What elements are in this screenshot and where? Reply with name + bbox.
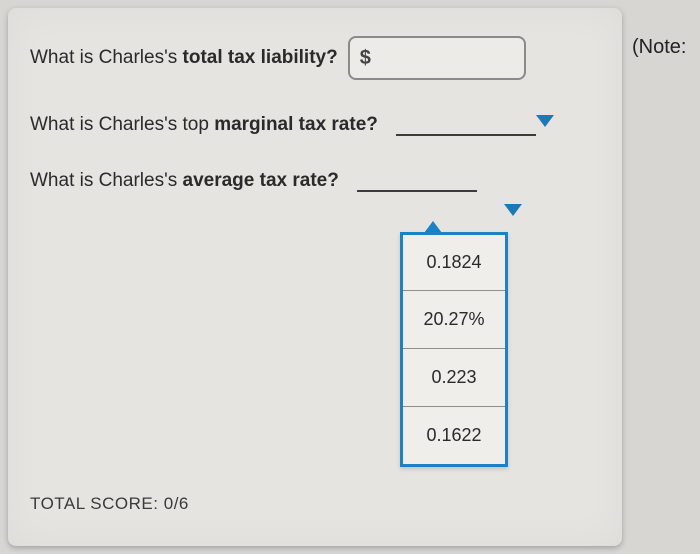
question-panel: What is Charles's total tax liability? $… (8, 8, 622, 546)
tax-liability-input[interactable] (377, 48, 514, 69)
currency-symbol: $ (360, 47, 371, 70)
q1-prefix: What is Charles's (30, 47, 183, 68)
question-2-row: What is Charles's top marginal tax rate? (30, 114, 600, 136)
question-1-text: What is Charles's total tax liability? (30, 47, 338, 69)
marginal-rate-dropdown[interactable] (396, 114, 536, 136)
tax-liability-input-wrap[interactable]: $ (348, 36, 526, 80)
question-2-text: What is Charles's top marginal tax rate? (30, 114, 378, 136)
q3-bold: average tax rate? (183, 170, 339, 191)
q2-bold: marginal tax rate? (214, 114, 378, 135)
q1-bold: total tax liability? (183, 47, 338, 68)
question-1-row: What is Charles's total tax liability? $ (30, 36, 600, 80)
q3-prefix: What is Charles's (30, 170, 183, 191)
chevron-down-icon (504, 204, 522, 216)
score-label: TOTAL SCORE: (30, 494, 159, 513)
dropdown-option[interactable]: 20.27% (403, 290, 505, 348)
dropdown-option[interactable]: 0.1824 (403, 232, 505, 290)
dropdown-option[interactable]: 0.223 (403, 348, 505, 406)
chevron-down-icon (536, 115, 554, 127)
average-rate-dropdown-field[interactable] (357, 170, 477, 192)
dropdown-option[interactable]: 0.1622 (403, 406, 505, 464)
score-value: 0/6 (164, 494, 189, 513)
average-rate-dropdown-list[interactable]: 0.1824 20.27% 0.223 0.1622 (400, 232, 508, 467)
question-3-text: What is Charles's average tax rate? (30, 170, 339, 192)
question-3-row: What is Charles's average tax rate? (30, 170, 600, 192)
note-text: (Note: (632, 36, 686, 59)
total-score: TOTAL SCORE: 0/6 (30, 494, 189, 514)
q2-prefix: What is Charles's top (30, 114, 214, 135)
